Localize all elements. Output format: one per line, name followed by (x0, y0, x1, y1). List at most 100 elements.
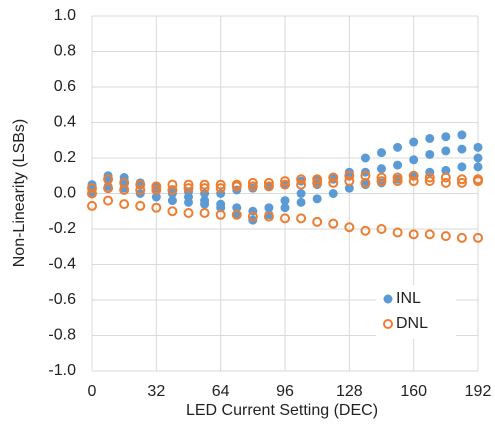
data-point (312, 177, 323, 188)
x-tick-label: 192 (465, 383, 492, 400)
data-point (167, 184, 178, 195)
y-tick-label: 1.0 (54, 7, 76, 24)
data-point (184, 197, 193, 207)
data-point (457, 130, 467, 140)
data-point (280, 196, 290, 206)
y-tick-label: 0.2 (54, 149, 76, 166)
data-point (247, 177, 258, 188)
y-tick-label: -0.8 (48, 327, 76, 344)
data-point (183, 179, 194, 190)
data-point (216, 203, 226, 213)
data-point (440, 231, 451, 242)
data-point (151, 192, 161, 202)
data-point (247, 211, 258, 222)
legend-box (376, 285, 456, 339)
data-point (215, 209, 226, 220)
data-point (215, 183, 226, 194)
legend-symbol (383, 294, 393, 304)
data-point (360, 177, 371, 188)
y-tick-label: 0.8 (54, 43, 76, 60)
data-point (440, 177, 451, 188)
data-point (167, 206, 178, 217)
data-point (280, 203, 290, 213)
data-point (424, 176, 435, 187)
data-point (280, 179, 290, 190)
data-point (424, 172, 435, 183)
data-point (441, 132, 451, 142)
data-point (263, 177, 274, 188)
y-tick-label: -0.2 (48, 220, 76, 237)
legend-symbol (383, 319, 393, 329)
data-point (263, 181, 274, 192)
data-point (183, 183, 194, 194)
data-point (296, 197, 306, 207)
x-tick-label: 0 (88, 383, 97, 400)
data-point (232, 203, 242, 213)
data-point (392, 227, 403, 238)
data-point (231, 209, 242, 220)
y-tick-label: -0.4 (48, 256, 76, 273)
data-point (473, 153, 483, 163)
data-point (344, 170, 355, 181)
data-point (199, 183, 210, 194)
data-point (473, 176, 483, 187)
data-point (199, 208, 210, 219)
data-point (457, 144, 467, 154)
data-point (312, 174, 323, 185)
data-point (440, 172, 451, 183)
data-point (87, 183, 97, 194)
data-point (376, 224, 387, 234)
data-point (393, 160, 403, 170)
data-point (135, 179, 146, 190)
data-point (103, 195, 114, 206)
x-axis-title: LED Current Setting (DEC) (186, 402, 378, 419)
data-point (167, 179, 178, 190)
data-point (151, 184, 162, 195)
x-tick-label: 160 (400, 383, 427, 400)
data-point (296, 179, 307, 190)
data-point (409, 137, 419, 147)
data-point (328, 177, 339, 188)
data-point (424, 229, 435, 240)
data-point (328, 172, 339, 183)
data-point (151, 202, 162, 213)
data-point (231, 181, 242, 192)
data-point (473, 142, 483, 152)
data-point (376, 172, 387, 183)
x-tick-label: 96 (276, 383, 294, 400)
data-point (377, 148, 386, 158)
data-point (408, 176, 419, 187)
data-point (344, 222, 355, 233)
x-tick-label: 128 (336, 383, 363, 400)
data-point (119, 199, 130, 210)
data-point (408, 170, 419, 181)
data-point (215, 179, 226, 190)
data-point (456, 232, 467, 243)
x-tick-label: 32 (147, 383, 165, 400)
y-tick-label: 0.4 (54, 114, 76, 131)
data-point (456, 177, 467, 188)
data-point (296, 213, 307, 224)
data-point (280, 213, 290, 224)
data-point (392, 176, 403, 187)
data-point (312, 194, 322, 204)
data-point (441, 165, 451, 175)
data-point (167, 196, 177, 206)
series (87, 170, 483, 243)
data-point (199, 179, 210, 190)
data-point (135, 200, 146, 211)
data-point (360, 225, 371, 236)
data-point (344, 183, 354, 193)
data-point (151, 181, 162, 192)
data-point (264, 203, 274, 213)
data-point (328, 218, 339, 229)
y-tick-label: -0.6 (48, 291, 76, 308)
x-tick-label: 64 (212, 383, 230, 400)
data-point (456, 174, 467, 185)
data-point (425, 149, 435, 159)
data-point (200, 199, 210, 209)
data-point (408, 229, 419, 240)
data-point (296, 174, 307, 185)
data-point (344, 176, 355, 187)
